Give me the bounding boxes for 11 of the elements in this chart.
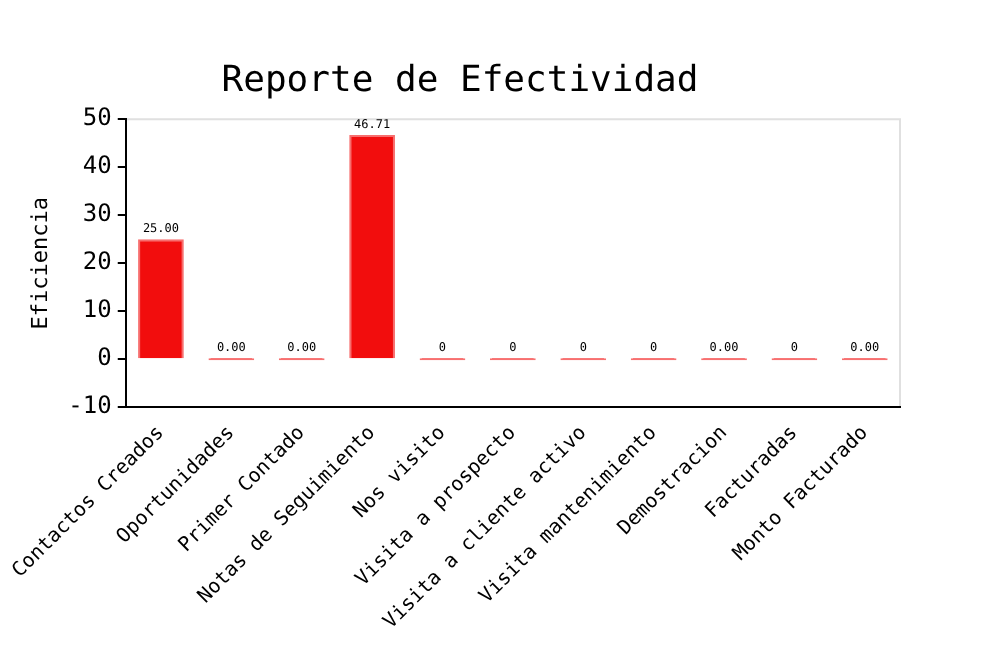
y-tick-label: -10 xyxy=(68,391,112,420)
y-tick-label: 0 xyxy=(97,343,112,372)
y-tick-label: 40 xyxy=(82,151,112,180)
chart-title: Reporte de Efectividad xyxy=(221,58,699,101)
y-axis-title: Eficiencia xyxy=(26,196,53,330)
y-tick-label: 30 xyxy=(82,199,112,228)
y-tick-label: 10 xyxy=(82,295,112,324)
bar xyxy=(349,134,395,359)
bar xyxy=(138,239,184,359)
y-tick-label: 50 xyxy=(82,103,112,132)
y-tick-label: 20 xyxy=(82,247,112,276)
